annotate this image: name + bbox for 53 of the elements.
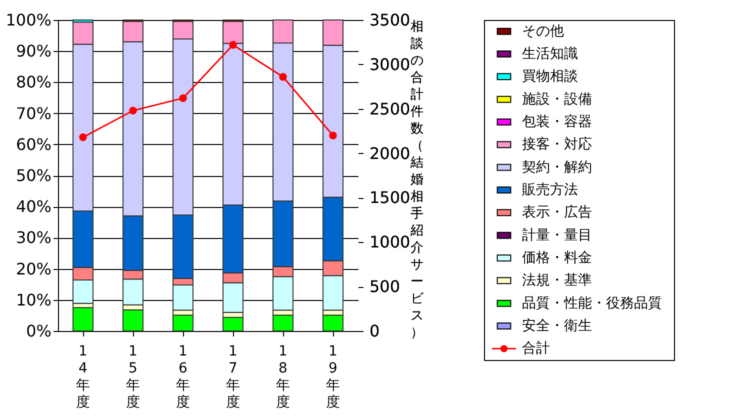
legend-label: 合計 xyxy=(522,340,550,357)
y2-tick-label: 3000 xyxy=(370,54,410,74)
bar xyxy=(122,309,144,332)
y-tick-label: 50% xyxy=(16,166,52,185)
y2-tick-label: 2500 xyxy=(370,99,410,118)
y-tick-label: 20% xyxy=(16,259,52,278)
y-tick-label: 100% xyxy=(6,10,52,30)
point xyxy=(179,94,187,102)
bar xyxy=(322,314,344,332)
text: 相談の合計件数（結婚相手紹介サービス） xyxy=(410,20,424,340)
y2-tick-label: 1500 xyxy=(370,188,410,208)
legend-label: 買物相談 xyxy=(522,68,578,85)
point xyxy=(329,132,337,140)
point xyxy=(79,133,87,142)
x-tick-label: 16年度 xyxy=(176,344,190,410)
y2-tick-label: 500 xyxy=(370,277,400,296)
x-tick-label: 19年度 xyxy=(326,344,340,410)
x-tick-label: 17年度 xyxy=(226,344,240,410)
bar xyxy=(222,316,244,332)
y2-tick-label: 2000 xyxy=(370,144,410,163)
legend-label: 計量・量目 xyxy=(522,227,592,244)
y2-tick-label: 0 xyxy=(370,322,380,340)
legend-label: 法規・基準 xyxy=(522,272,592,289)
y-tick-label: 60% xyxy=(16,134,52,154)
legend-label: 安全・衛生 xyxy=(522,318,592,334)
y-tick-label: 40% xyxy=(16,197,52,216)
legend-label: 接客・対応 xyxy=(522,136,592,153)
legend-label: 生活知識 xyxy=(522,46,578,62)
legend-label: 価格・料金 xyxy=(522,250,592,266)
x-tick-label: 15年度 xyxy=(126,344,140,410)
point xyxy=(279,73,287,81)
point xyxy=(229,41,237,49)
legend-label: 品質・性能・役務品質 xyxy=(522,295,662,312)
legend-label: 施設・設備 xyxy=(522,91,592,108)
legend-label: 契約・解約 xyxy=(522,159,592,176)
y-tick-label: 90% xyxy=(16,42,52,61)
x-tick-label: 14年度 xyxy=(76,344,90,410)
y-tick-label: 0% xyxy=(26,322,52,340)
bar xyxy=(272,314,294,332)
bar xyxy=(72,307,94,332)
point xyxy=(129,106,137,114)
y-tick-label: 10% xyxy=(16,290,52,310)
x-tick-label: 18年度 xyxy=(276,344,290,410)
y2-tick-label: 3500 xyxy=(370,10,410,30)
legend-label: その他 xyxy=(522,23,564,40)
y2-tick-label: 1000 xyxy=(370,232,410,252)
legend-label: 販売方法 xyxy=(522,182,578,198)
y-tick-label: 30% xyxy=(16,228,52,248)
legend-label: 包装・容器 xyxy=(522,114,592,130)
legend-label: 表示・広告 xyxy=(522,204,592,221)
y-tick-label: 80% xyxy=(16,72,52,92)
bar xyxy=(172,314,194,332)
y-tick-label: 70% xyxy=(16,104,52,123)
